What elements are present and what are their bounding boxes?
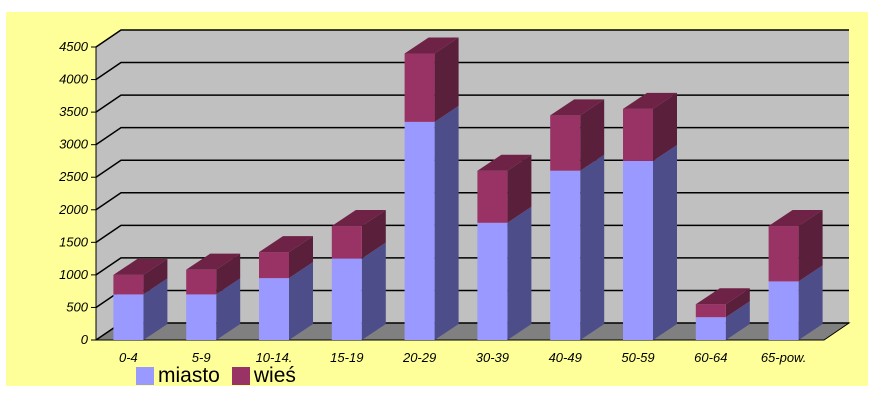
bar-10-14.-miasto [259, 278, 289, 340]
y-tick-label: 0 [81, 332, 89, 347]
x-tick-label: 60-64 [694, 350, 727, 365]
bar-40-49-miasto [550, 170, 581, 340]
x-tick-label: 30-39 [476, 350, 509, 365]
bar-top-65-pow. [768, 210, 823, 227]
stacked-bar-chart: 0 500 1000 1500 2000 2500 3000 3500 4000 4500 0-4… [58, 29, 851, 365]
x-tick-label: 15-19 [330, 350, 363, 365]
bar-side-0-4-miasto [143, 278, 168, 340]
gridline [95, 159, 849, 178]
x-tick-label: 50-59 [621, 350, 654, 365]
x-axis: 0-4 5-9 10-14. 15-19 20-29 30-39 40-49 50-59 60-… [119, 350, 806, 365]
gridline [95, 94, 849, 113]
y-axis: 0 500 1000 1500 2000 2500 3000 3500 4000 4500 [58, 39, 97, 347]
gridlines [95, 29, 849, 341]
gridline [95, 224, 849, 243]
bar-top-20-29 [404, 37, 459, 54]
bar-top-10-14. [259, 236, 313, 253]
bar-side-10-14.-wieś [289, 236, 313, 279]
y-tick-label: 4000 [59, 72, 89, 87]
bar-5-9-wieś [186, 269, 217, 295]
legend-label: miasto [158, 364, 220, 387]
y-tick-label: 2500 [58, 169, 89, 184]
bar-side-60-64-miasto [725, 301, 750, 340]
chart-area: 0 500 1000 1500 2000 2500 3000 3500 4000 4500 0-4… [6, 12, 868, 387]
y-tick-label: 4500 [59, 39, 89, 54]
bar-top-30-39 [477, 154, 532, 171]
bar-side-60-64-wieś [725, 288, 750, 318]
bar-10-14.-wieś [259, 252, 289, 279]
bar-30-39-wieś [477, 170, 508, 223]
bar-side-65-pow.-miasto [798, 265, 823, 340]
legend: miasto wieś [136, 362, 308, 390]
bar-top-5-9 [186, 253, 241, 270]
bar-60-64-wieś [695, 304, 726, 318]
bar-50-59-miasto [623, 160, 653, 340]
bar-20-29-wieś [404, 53, 435, 122]
y-tick-label: 500 [66, 299, 88, 314]
y-tick-label: 3500 [59, 104, 89, 119]
bar-top-15-19 [331, 210, 386, 227]
bar-60-64-miasto [695, 317, 726, 340]
bar-30-39-miasto [477, 222, 508, 340]
x-tick-label: 20-29 [402, 350, 436, 365]
bar-65-pow.-miasto [768, 281, 799, 340]
bar-side-20-29-miasto [434, 105, 459, 340]
bar-side-0-4-wieś [143, 258, 168, 295]
bars [113, 37, 823, 340]
bar-side-40-49-miasto [580, 154, 605, 340]
bar-20-29-miasto [404, 121, 435, 340]
x-tick-label: 10-14. [256, 350, 293, 365]
legend-swatch [136, 367, 154, 385]
bar-top-40-49 [550, 99, 605, 116]
bar-0-4-miasto [113, 294, 144, 340]
bar-side-50-59-wieś [653, 92, 677, 161]
bar-5-9-miasto [186, 294, 217, 340]
x-tick-label: 65-pow. [761, 350, 807, 365]
bar-side-15-19-wieś [361, 210, 386, 259]
bar-side-10-14.-miasto [289, 262, 313, 340]
bar-0-4-wieś [113, 274, 144, 295]
legend-item: miasto [136, 364, 220, 388]
bar-40-49-wieś [550, 115, 581, 171]
bar-side-5-9-wieś [216, 253, 241, 295]
bar-65-pow.-wieś [768, 226, 799, 282]
bar-50-59-wieś [623, 108, 653, 161]
legend-swatch [231, 367, 250, 385]
gridline [95, 29, 849, 48]
bar-top-50-59 [623, 92, 677, 109]
y-tick-label: 1500 [59, 234, 89, 249]
y-tick-label: 3000 [59, 137, 89, 152]
bar-top-0-4 [113, 258, 168, 275]
bar-side-40-49-wieś [580, 99, 605, 171]
gridline [95, 192, 849, 211]
legend-item: wieś [231, 364, 296, 388]
y-tick-label: 2000 [58, 202, 89, 217]
bar-15-19-wieś [331, 226, 362, 259]
bar-side-30-39-miasto [507, 206, 532, 340]
bar-side-5-9-miasto [216, 278, 241, 340]
bar-top-60-64 [695, 288, 750, 305]
bar-side-20-29-wieś [434, 37, 459, 122]
x-tick-label: 40-49 [549, 350, 582, 365]
gridline [95, 126, 849, 146]
legend-label: wieś [253, 364, 296, 387]
gridline [95, 61, 849, 81]
gridline [95, 257, 849, 276]
bar-side-30-39-wieś [507, 154, 532, 223]
x-tick-label: 5-9 [192, 350, 211, 365]
bar-15-19-miasto [331, 258, 362, 340]
bar-side-65-pow.-wieś [798, 210, 823, 282]
x-tick-label: 0-4 [119, 350, 138, 365]
y-tick-label: 1000 [59, 267, 89, 282]
bar-side-15-19-miasto [361, 242, 386, 340]
bar-side-50-59-miasto [653, 144, 677, 340]
